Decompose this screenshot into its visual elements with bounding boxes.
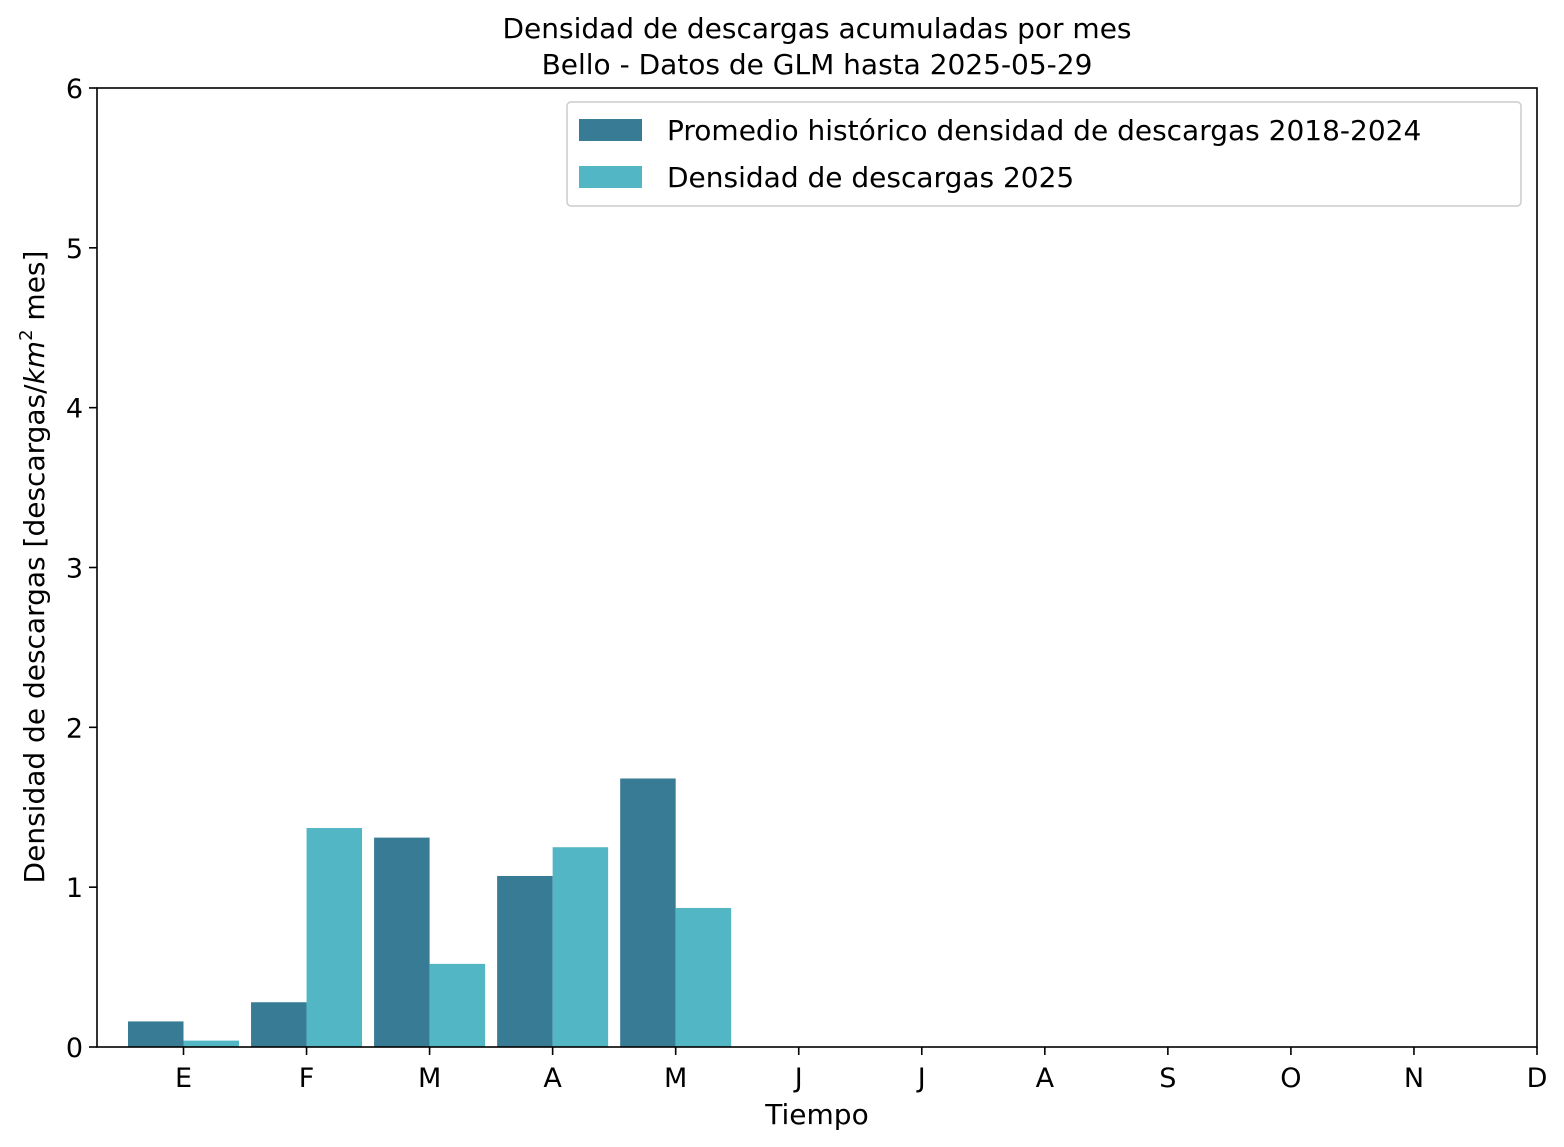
y-axis-ticks: 0 1 2 3 4 5 6 [66,74,97,1064]
bar-historical-3 [497,875,553,1047]
bar-group [128,778,732,1047]
y-tick-label: 3 [66,554,83,585]
chart-subtitle: Bello - Datos de GLM hasta 2025-05-29 [542,48,1093,81]
bar-historical-0 [128,1021,184,1047]
x-tick-label: N [1404,1063,1424,1094]
x-tick-label: S [1159,1063,1176,1094]
y-tick-label: 6 [66,74,83,105]
x-tick-label: O [1280,1063,1301,1094]
y-tick-label: 2 [66,713,83,744]
legend-frame [566,101,1522,207]
bar-2025-0 [183,1040,239,1047]
bar-historical-1 [251,1002,307,1047]
x-tick-label: E [175,1063,192,1094]
bar-2025-3 [552,847,609,1047]
y-tick-label: 1 [66,873,83,904]
x-tick-label: F [299,1063,315,1094]
bar-historical-4 [620,778,676,1047]
x-tick-label: M [664,1063,687,1094]
y-tick-label: 5 [66,234,83,265]
bar-historical-2 [374,837,430,1047]
x-tick-label: J [916,1063,926,1094]
x-tick-label: M [418,1063,441,1094]
legend: Promedio histórico densidad de descargas… [566,101,1522,207]
x-tick-label: J [793,1063,803,1094]
legend-label-historical: Promedio histórico densidad de descargas… [667,114,1421,147]
plot-frame [96,87,1538,1048]
bar-2025-2 [429,963,486,1047]
x-tick-label: A [1036,1063,1055,1094]
x-tick-label: A [543,1063,562,1094]
legend-label-2025: Densidad de descargas 2025 [667,161,1074,194]
y-tick-label: 0 [66,1033,83,1064]
y-tick-label: 4 [66,394,83,425]
x-tick-label: D [1527,1063,1548,1094]
legend-swatch-2025 [579,166,642,188]
y-axis-label: Densidad de descargas [descargas/km2 mes… [16,251,51,884]
chart-title: Densidad de descargas acumuladas por mes [502,12,1131,45]
x-axis-label: Tiempo [764,1098,868,1131]
bar-2025-1 [306,828,363,1047]
bar-2025-4 [675,907,732,1047]
legend-swatch-historical [579,119,642,141]
